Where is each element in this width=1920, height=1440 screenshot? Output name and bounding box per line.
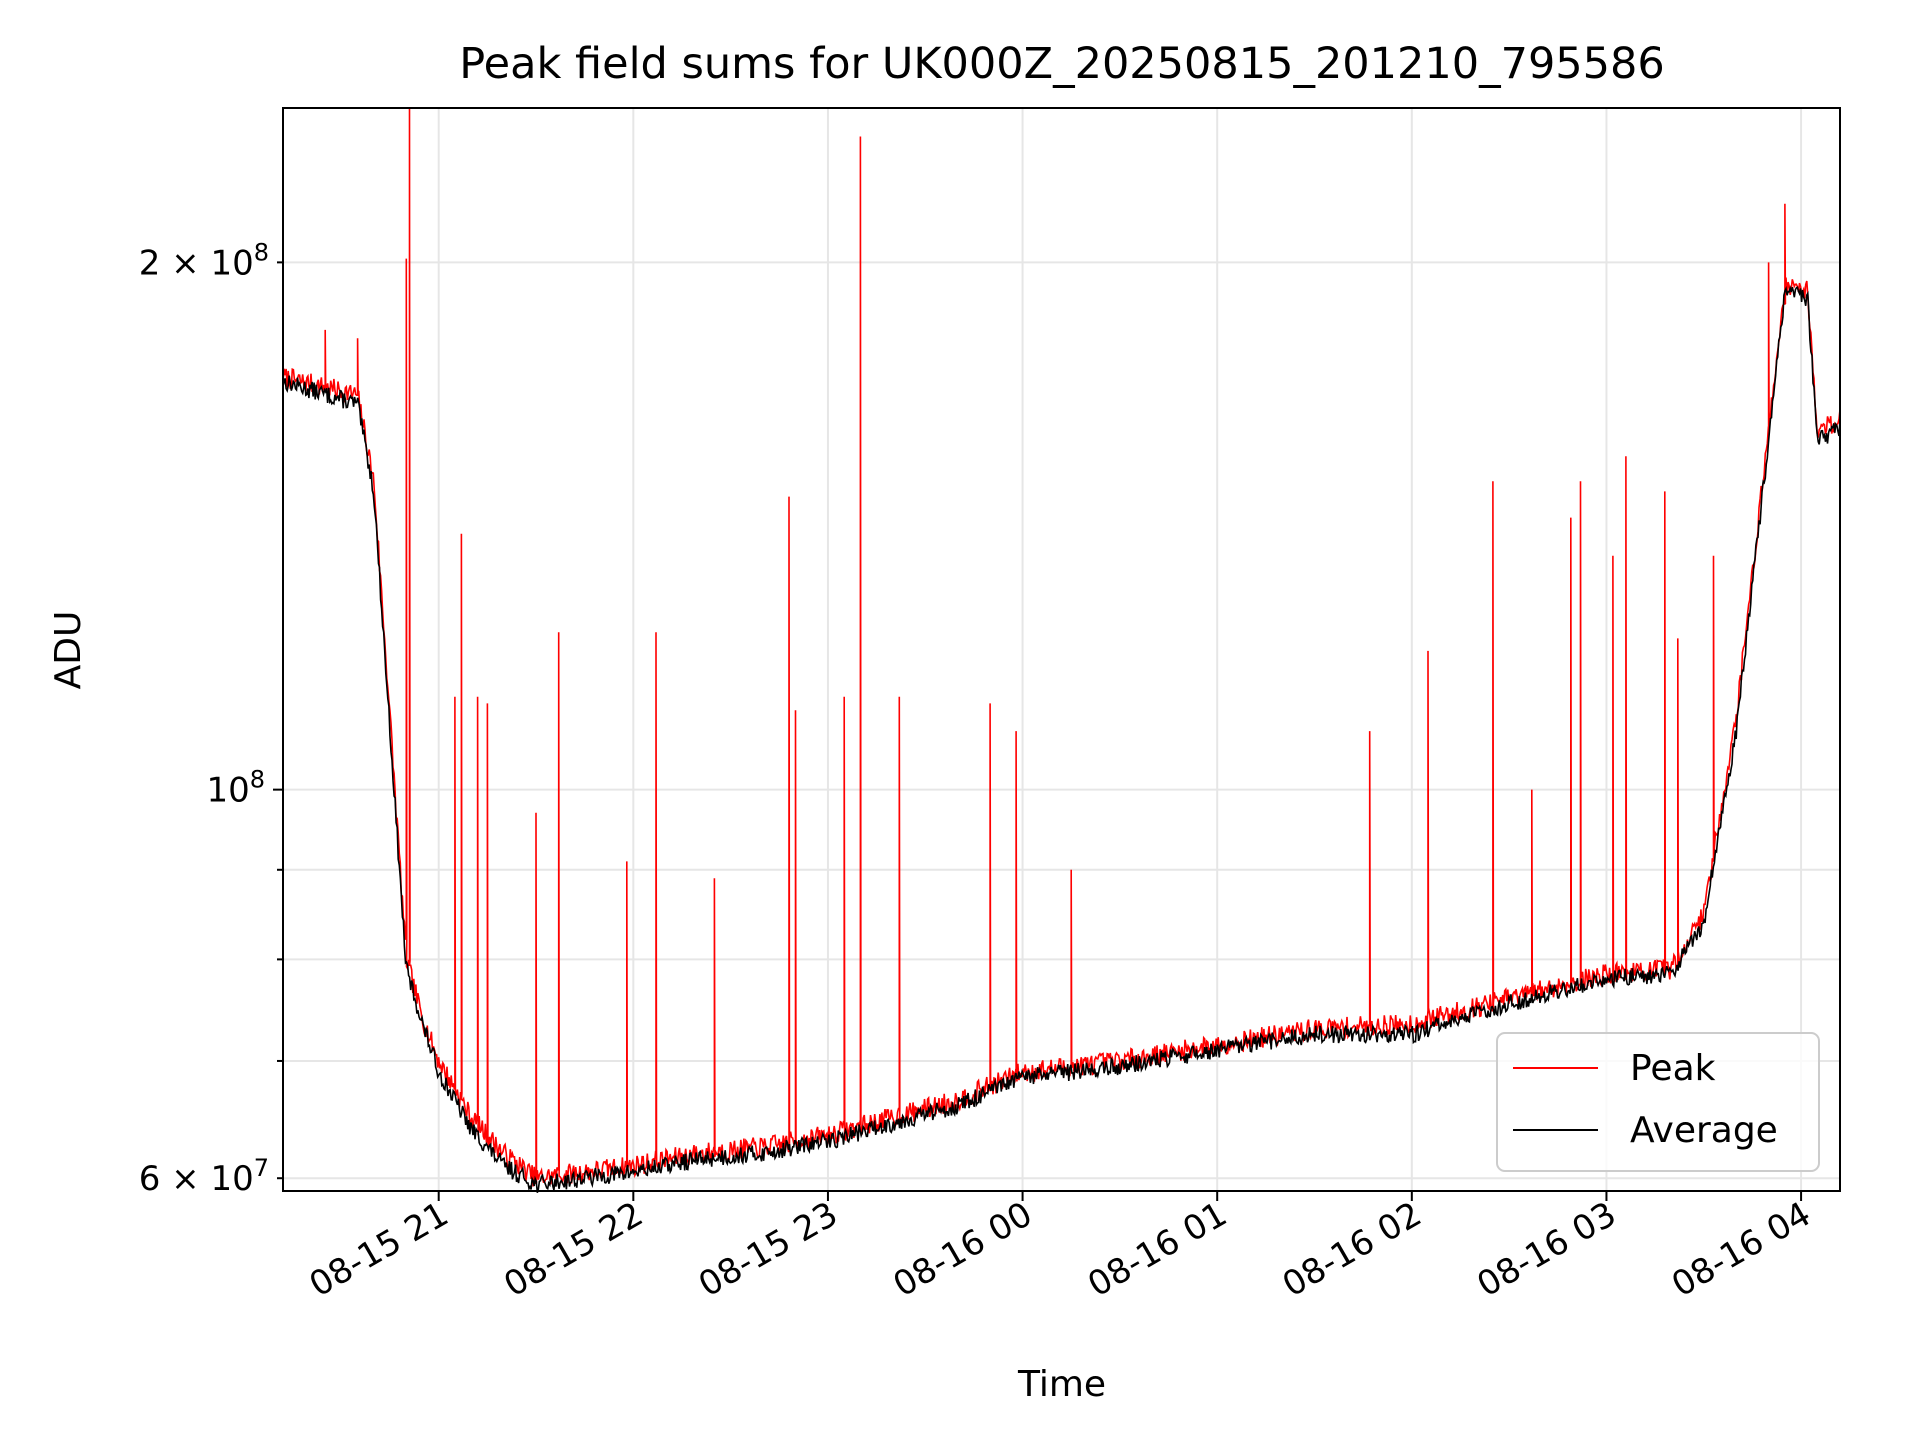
average-line (282, 285, 1841, 1193)
y-tick-label: 108 (206, 766, 265, 811)
x-axis-title: Time (1017, 1364, 1106, 1405)
y-tick-label: 2 × 108 (139, 238, 269, 283)
legend-peak-label: Peak (1630, 1048, 1716, 1089)
plot-frame (282, 107, 1841, 1192)
chart-title: Peak field sums for UK000Z_20250815_2012… (459, 39, 1665, 89)
y-axis: 108 6 × 107 2 × 108 (139, 238, 283, 1199)
y-axis-title: ADU (48, 611, 89, 690)
legend-average-label: Average (1630, 1110, 1778, 1151)
average-series (282, 285, 1841, 1193)
legend: Peak Average (1496, 1032, 1820, 1172)
y-tick-label: 6 × 107 (139, 1154, 269, 1199)
